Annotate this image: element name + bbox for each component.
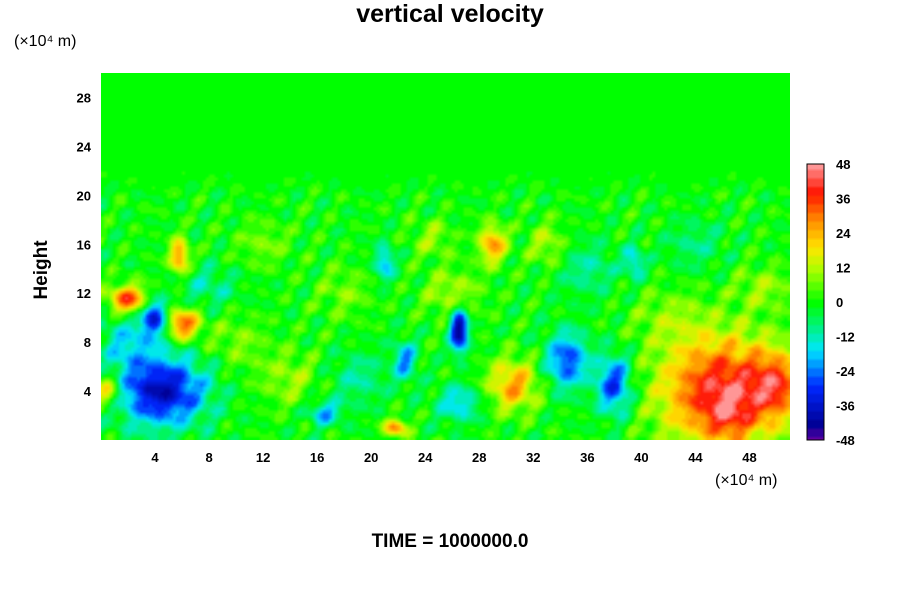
x-tick-label: 24	[418, 450, 433, 465]
x-tick-label: 4	[151, 450, 159, 465]
x-tick-label: 16	[310, 450, 324, 465]
y-tick-label: 24	[77, 139, 92, 154]
x-tick-label: 44	[688, 450, 703, 465]
x-tick-label: 36	[580, 450, 594, 465]
colorbar-tick-label: -36	[836, 399, 855, 414]
colorbar-tick-label: 12	[836, 261, 850, 276]
y-tick-label: 4	[84, 384, 92, 399]
x-tick-label: 12	[256, 450, 270, 465]
y-tick-label: 16	[77, 237, 91, 252]
x-tick-label: 40	[634, 450, 648, 465]
colorbar-ticks: 48 36 24 12 0 -12 -24 -36 -48	[836, 157, 856, 448]
x-axis-unit: (×10⁴ m)	[715, 472, 778, 489]
x-tick-label: 32	[526, 450, 540, 465]
x-tick-label: 48	[742, 450, 756, 465]
colorbar-frame	[806, 163, 825, 441]
colorbar-tick-label: -48	[836, 433, 855, 448]
colorbar-tick-label: 48	[836, 157, 850, 172]
x-tick-label: 8	[205, 450, 212, 465]
y-tick-label: 8	[84, 335, 91, 350]
colorbar-tick-label: -12	[836, 330, 855, 345]
colorbar-tick-label: 36	[836, 192, 850, 207]
x-tick-label: 28	[472, 450, 486, 465]
y-tick-label: 20	[77, 188, 91, 203]
colorbar-tick-label: -24	[836, 364, 856, 379]
colorbar-tick-label: 24	[836, 226, 851, 241]
velocity-field	[101, 73, 790, 440]
x-ticks: 4 8 12 16 20 24 28 32 36 40 44 48	[151, 450, 756, 465]
x-tick-label: 20	[364, 450, 378, 465]
y-tick-label: 28	[77, 90, 91, 105]
time-label: TIME = 1000000.0	[371, 531, 529, 552]
y-axis-unit: (×10⁴ m)	[14, 33, 77, 50]
chart-title: vertical velocity	[356, 0, 544, 28]
y-ticks: 4 8 12 16 20 24 28	[77, 90, 92, 399]
colorbar	[807, 164, 824, 440]
colorbar-tick-label: 0	[836, 295, 843, 310]
y-tick-label: 12	[77, 286, 91, 301]
